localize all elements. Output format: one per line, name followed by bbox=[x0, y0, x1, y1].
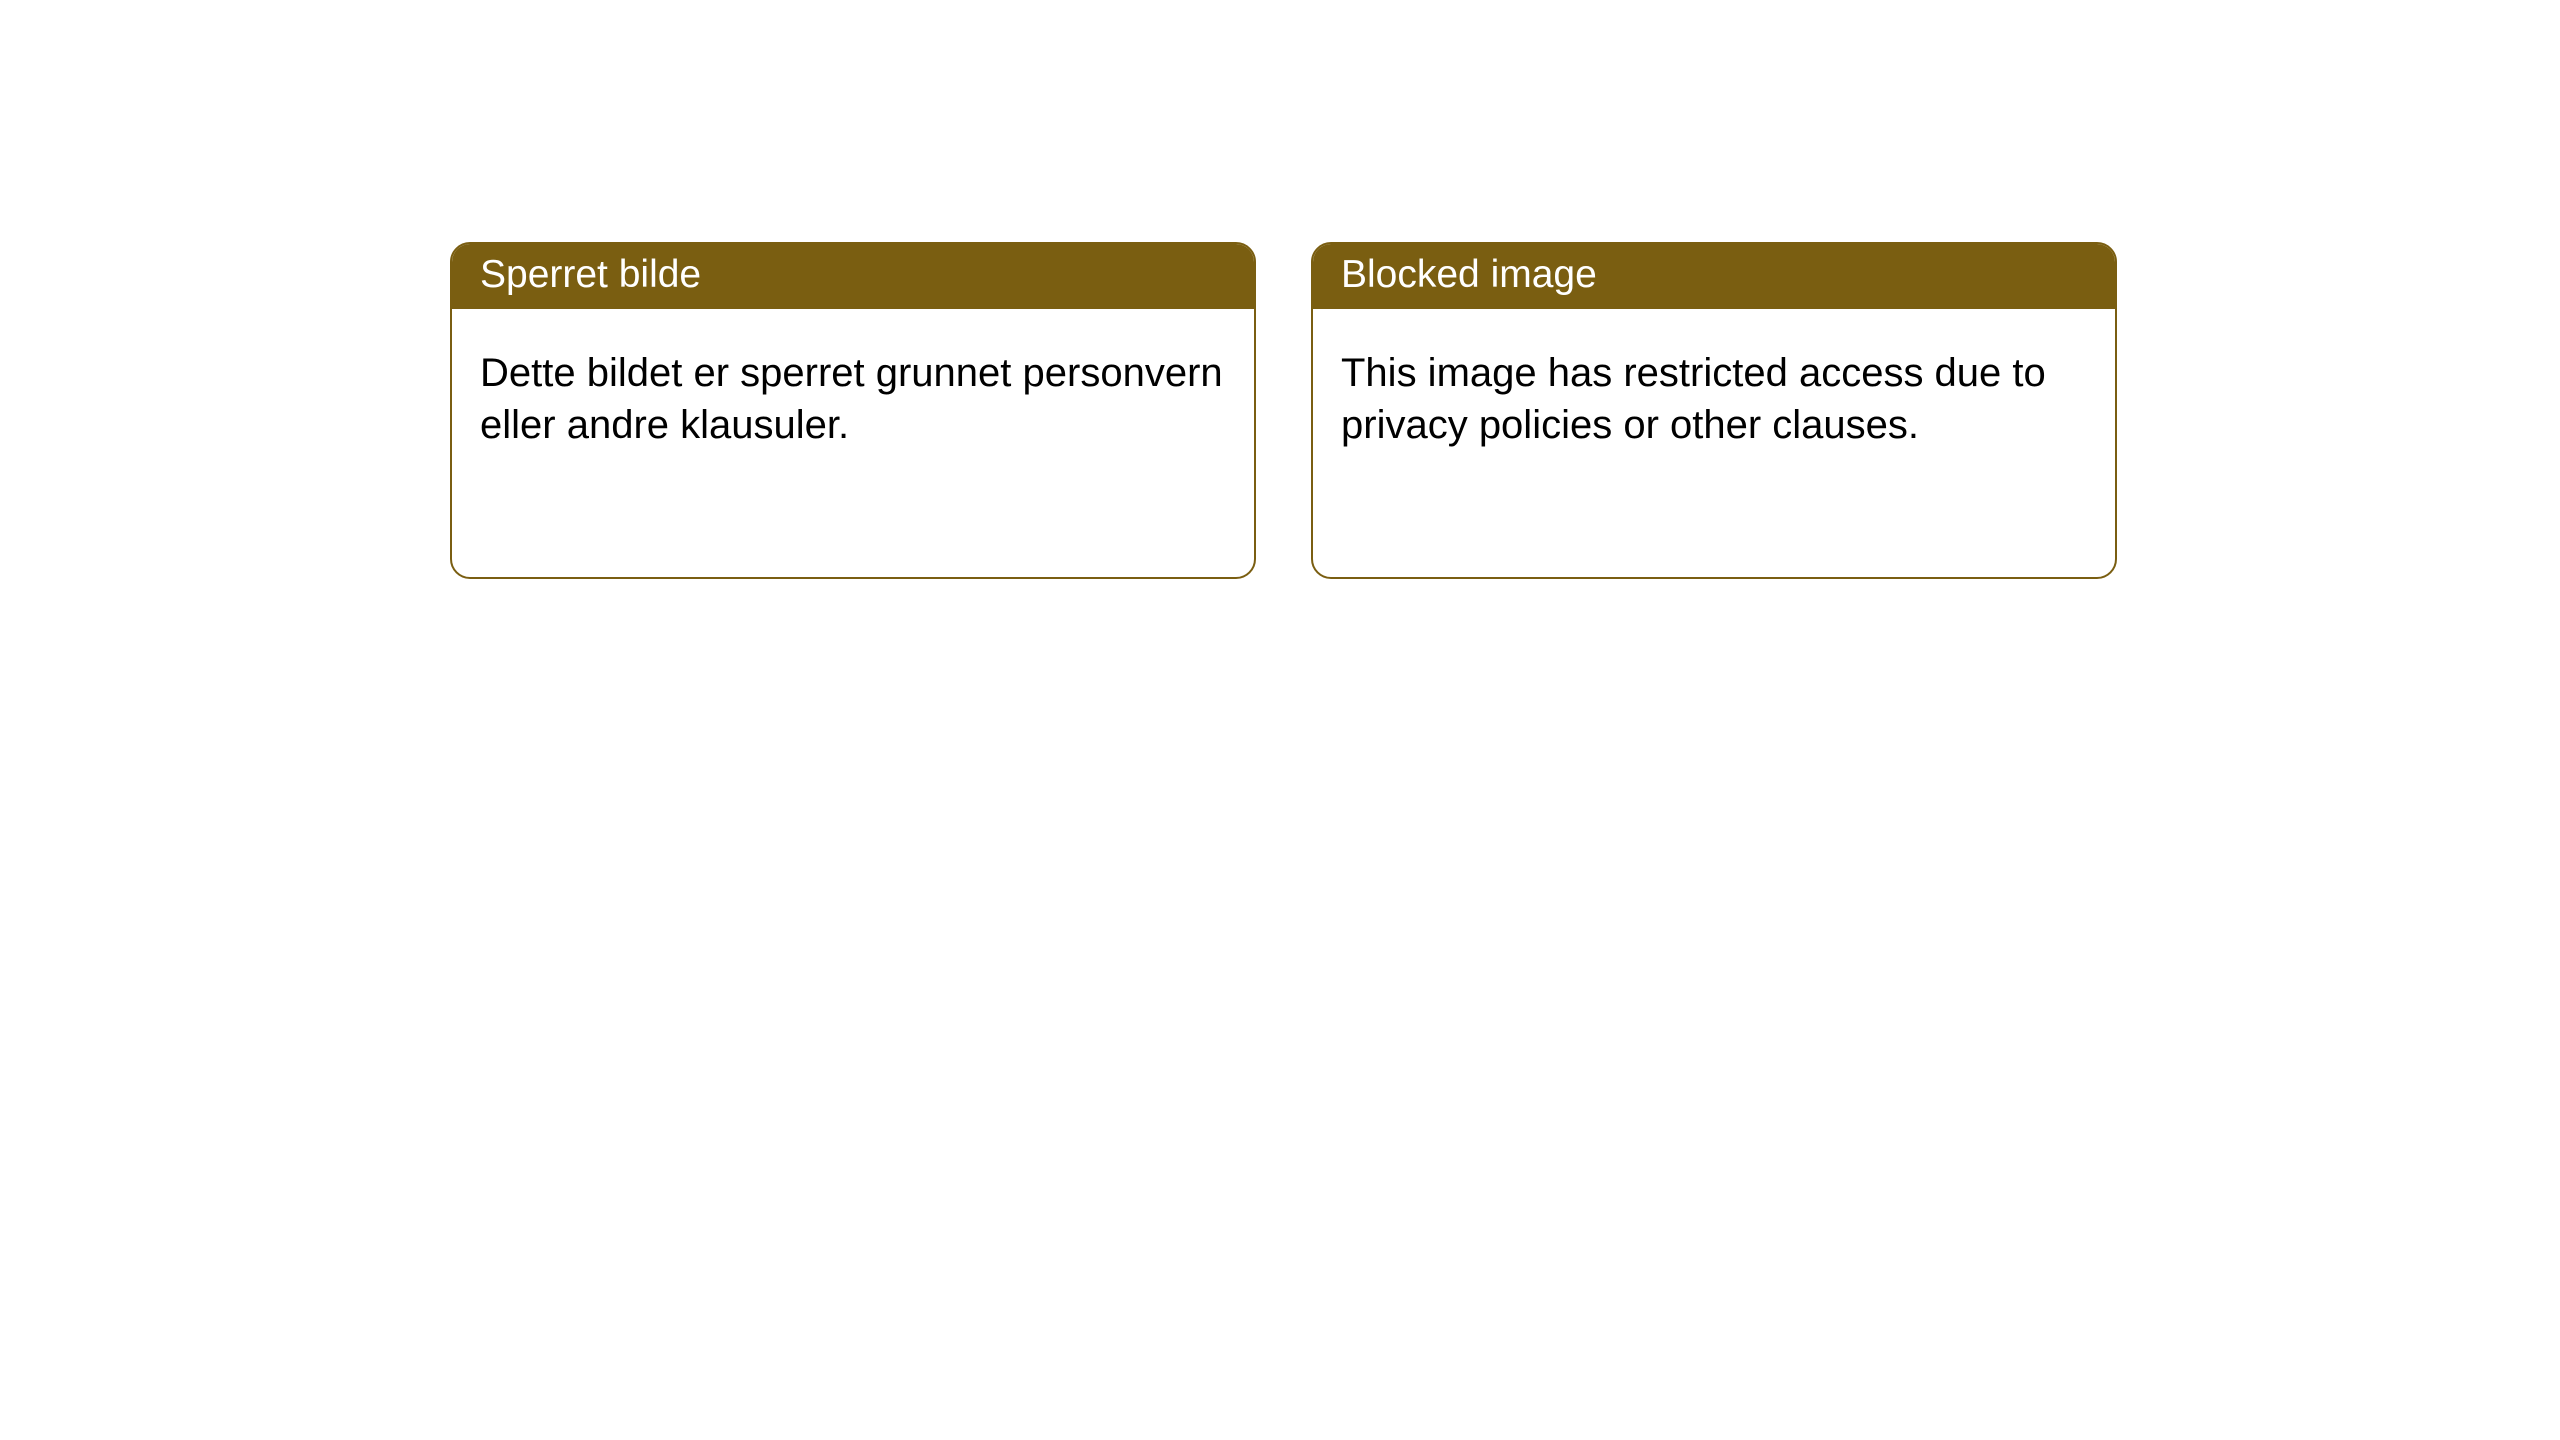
card-header-no: Sperret bilde bbox=[452, 244, 1254, 309]
blocked-image-card-no: Sperret bilde Dette bildet er sperret gr… bbox=[450, 242, 1256, 579]
cards-container: Sperret bilde Dette bildet er sperret gr… bbox=[0, 0, 2560, 579]
card-body-no: Dette bildet er sperret grunnet personve… bbox=[452, 309, 1254, 479]
card-header-en: Blocked image bbox=[1313, 244, 2115, 309]
blocked-image-card-en: Blocked image This image has restricted … bbox=[1311, 242, 2117, 579]
card-body-en: This image has restricted access due to … bbox=[1313, 309, 2115, 479]
